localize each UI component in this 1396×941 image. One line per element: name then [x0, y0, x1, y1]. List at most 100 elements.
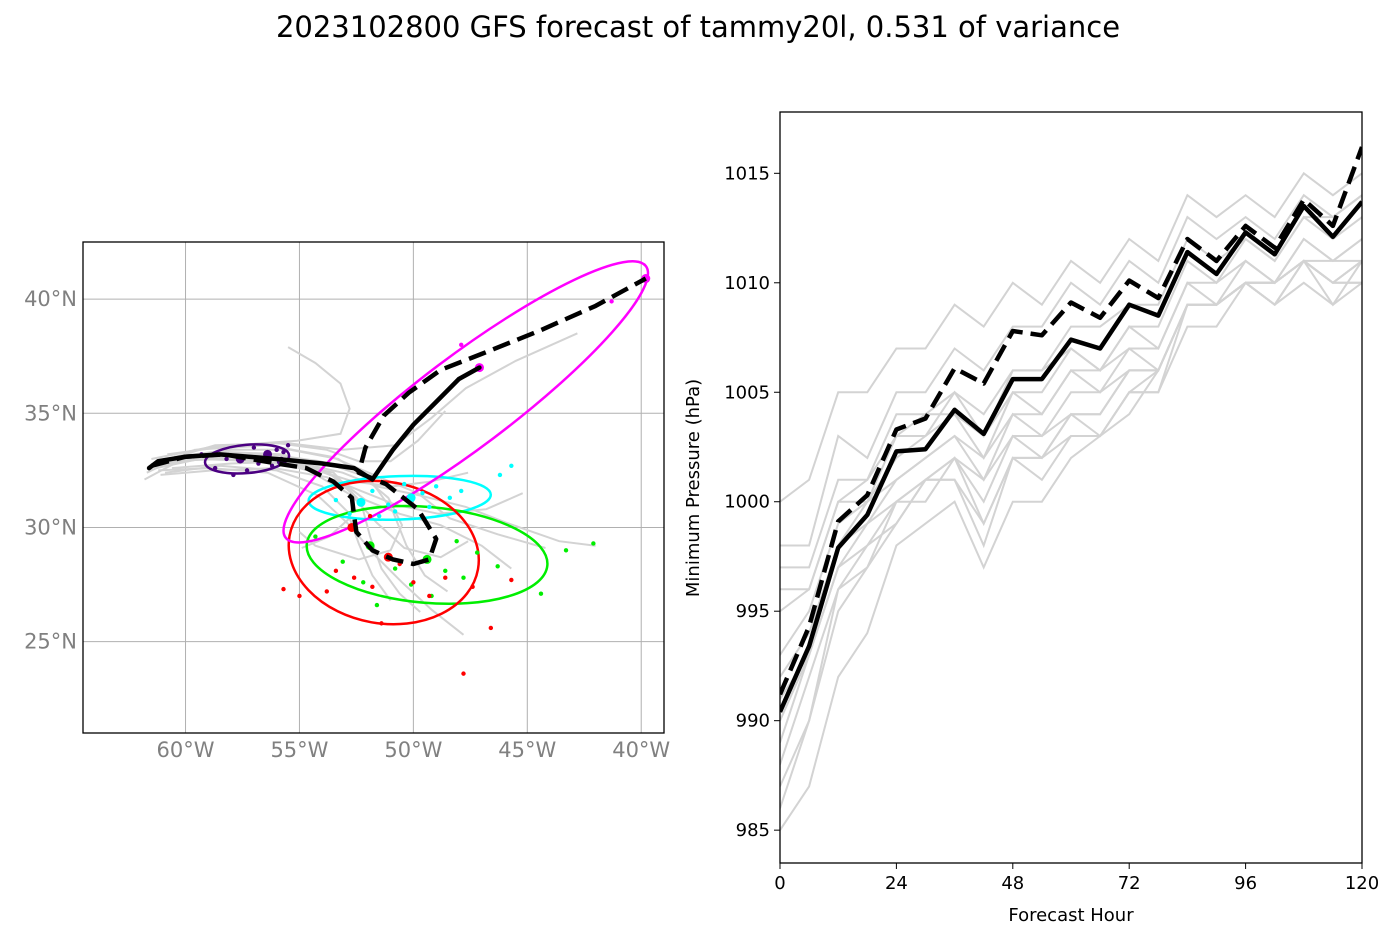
member-position-dot	[333, 568, 339, 574]
member-position-dot	[386, 502, 391, 507]
member-position-dot	[285, 443, 291, 448]
page-title: 2023102800 GFS forecast of tammy20l, 0.5…	[275, 10, 1121, 44]
member-position-dot	[274, 447, 279, 453]
ensemble-pressure-line	[780, 193, 1362, 547]
member-position-dot	[470, 584, 475, 590]
member-position-dot	[361, 580, 366, 585]
ensemble-pressure-line	[780, 259, 1362, 809]
member-position-dot	[609, 299, 614, 304]
mean-track-solid	[146, 365, 482, 482]
member-position-dot	[231, 472, 236, 478]
member-position-dot	[420, 491, 425, 496]
x-tick-label: 120	[1345, 873, 1379, 894]
mean-position-dot	[356, 497, 366, 507]
member-position-dot	[347, 511, 352, 516]
map-lat-tick-label: 35°N	[24, 401, 77, 425]
member-position-dot	[402, 481, 407, 487]
y-axis-label: Minimum Pressure (hPa)	[683, 379, 704, 597]
member-position-dot	[443, 575, 448, 580]
member-position-dot	[392, 509, 398, 514]
member-position-dot	[495, 564, 500, 569]
mean-track-dashed	[150, 276, 647, 567]
map-lat-tick-label: 40°N	[24, 287, 77, 311]
member-position-dot	[488, 625, 494, 631]
map-lat-tick-label: 30°N	[24, 515, 77, 539]
map-lon-tick-label: 45°W	[498, 738, 556, 762]
uncertainty-ellipse	[287, 479, 481, 626]
mean-pressure-solid	[780, 200, 1362, 713]
ensemble-pressure-line	[780, 259, 1362, 831]
mean-pressure-lines	[780, 146, 1362, 713]
x-tick-label: 48	[1001, 873, 1024, 894]
member-position-dot	[313, 534, 318, 539]
ensemble-track	[151, 410, 447, 463]
member-position-dot	[392, 566, 398, 571]
y-tick-label: 1010	[724, 273, 770, 294]
member-position-dot	[427, 593, 432, 599]
map-lon-tick-label: 50°W	[384, 738, 442, 762]
member-position-dot	[333, 497, 339, 503]
member-position-dot	[474, 550, 480, 555]
uncertainty-ellipses	[203, 260, 650, 626]
member-position-dot	[454, 538, 459, 544]
x-tick-label: 0	[774, 873, 785, 894]
map-lat-tick-label: 25°N	[24, 630, 77, 654]
member-position-dot	[281, 449, 286, 455]
uncertainty-ellipse	[307, 474, 493, 521]
member-position-dot	[376, 513, 382, 519]
uncertainty-ellipse	[203, 443, 291, 475]
uncertainty-ellipse	[282, 260, 650, 544]
ensemble-pressure-line	[780, 171, 1362, 503]
pressure-chart-ticks: 0 24 48 72 96 120 985 990 995 1000 1005 1010 1015	[724, 163, 1379, 894]
y-tick-label: 995	[736, 601, 770, 622]
member-position-dot	[367, 513, 373, 519]
ensemble-track	[146, 444, 546, 549]
member-position-dot	[497, 472, 503, 478]
map-frame	[82, 241, 665, 734]
member-position-dot	[459, 342, 464, 347]
x-tick-label: 96	[1234, 873, 1257, 894]
member-position-dot	[281, 586, 286, 592]
member-position-dot	[411, 580, 416, 585]
member-position-dot	[340, 559, 345, 564]
y-tick-label: 1015	[724, 163, 770, 184]
member-position-dot	[461, 575, 466, 580]
member-position-dot	[297, 593, 302, 599]
track-map-panel: 60°W 55°W 50°W 45°W 40°W 25°N 30°N 35°N 40°N	[24, 241, 670, 762]
map-lon-tick-label: 60°W	[157, 738, 215, 762]
member-position-dot	[351, 575, 357, 580]
ensemble-track	[160, 467, 524, 515]
member-position-dot	[443, 568, 448, 574]
member-position-dot	[461, 671, 466, 676]
member-position-dot	[224, 456, 229, 462]
member-position-dot	[459, 488, 464, 494]
member-position-dot	[509, 577, 514, 583]
uncertainty-ellipse	[305, 504, 549, 606]
x-tick-label: 24	[885, 873, 908, 894]
ensemble-track	[155, 457, 469, 488]
member-position-dot	[433, 484, 439, 489]
ensemble-pressure-line	[780, 259, 1362, 678]
y-tick-label: 990	[736, 711, 770, 732]
map-lon-tick-label: 55°W	[270, 738, 328, 762]
map-tick-labels: 60°W 55°W 50°W 45°W 40°W 25°N 30°N 35°N 40°N	[24, 287, 670, 762]
member-position-dot	[591, 541, 596, 546]
x-tick-label: 72	[1118, 873, 1141, 894]
member-position-dot	[244, 468, 250, 473]
member-position-dot	[563, 548, 569, 553]
member-position-dot	[509, 463, 514, 469]
y-tick-label: 1005	[724, 382, 770, 403]
member-position-dot	[427, 504, 432, 510]
y-tick-label: 985	[736, 820, 770, 841]
map-lon-tick-label: 40°W	[612, 738, 670, 762]
mean-tracks	[146, 276, 647, 567]
y-tick-label: 1000	[724, 492, 770, 513]
pressure-chart-frame	[779, 111, 1363, 864]
ensemble-track	[153, 332, 578, 465]
member-position-dot	[251, 445, 257, 450]
member-position-dot	[447, 495, 453, 500]
ensemble-track	[167, 346, 351, 456]
member-position-dot	[538, 591, 544, 596]
member-position-dot	[379, 621, 384, 626]
